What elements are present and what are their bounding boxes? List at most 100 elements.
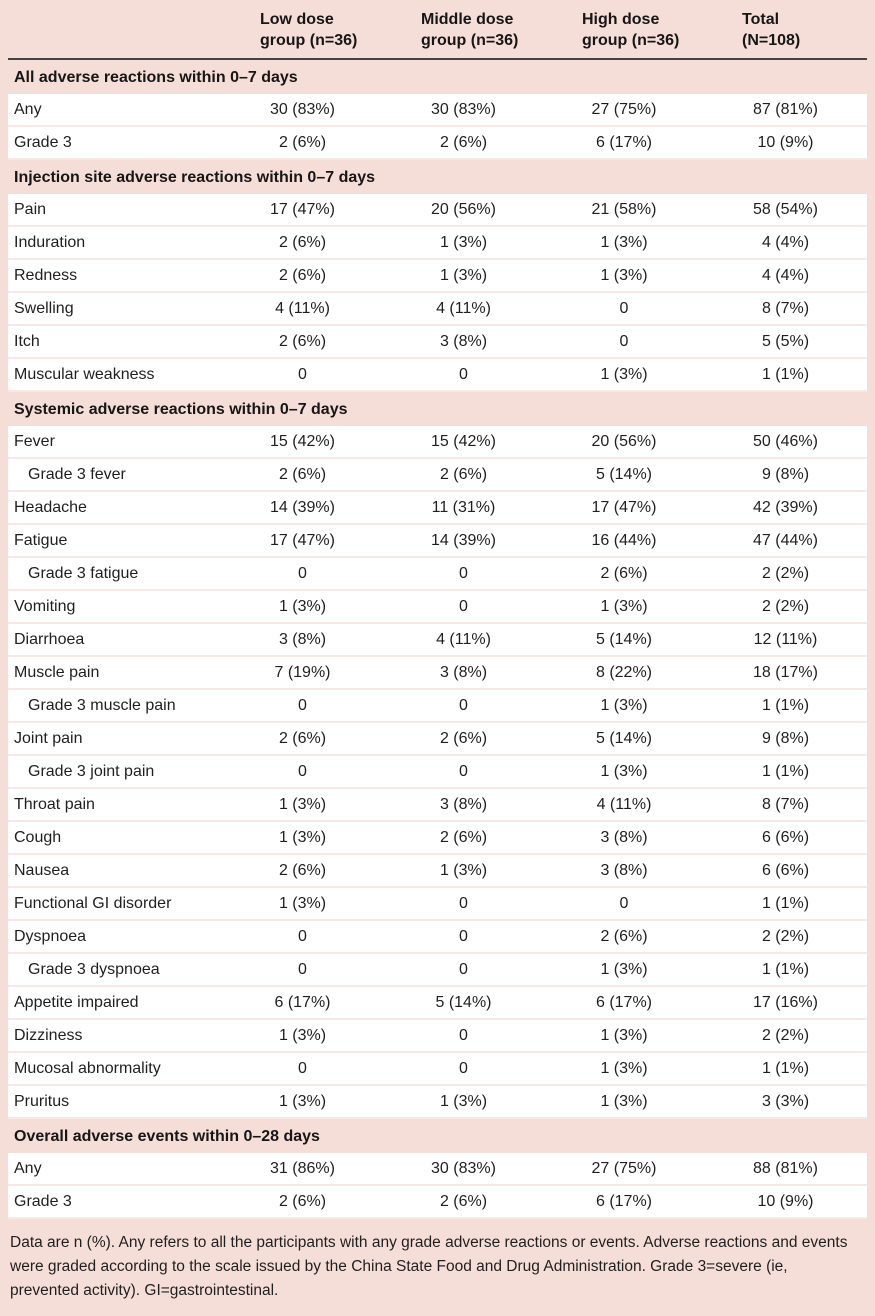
table-row: Fatigue 17 (47%) 14 (39%) 16 (44%) 47 (44%)	[8, 524, 867, 558]
cell-value: 1 (3%)	[544, 953, 704, 987]
cell-value: 2 (6%)	[383, 821, 544, 855]
cell-value: 6 (6%)	[704, 821, 867, 855]
cell-value: 2 (6%)	[544, 920, 704, 954]
row-label: Itch	[8, 325, 222, 359]
cell-value: 2 (6%)	[222, 854, 383, 888]
cell-value: 3 (8%)	[544, 821, 704, 855]
cell-value: 1 (1%)	[704, 953, 867, 987]
table-row: Nausea 2 (6%) 1 (3%) 3 (8%) 6 (6%)	[8, 854, 867, 888]
table-row: Vomiting 1 (3%) 0 1 (3%) 2 (2%)	[8, 590, 867, 624]
cell-value: 30 (83%)	[383, 94, 544, 127]
cell-value: 20 (56%)	[383, 194, 544, 227]
cell-value: 2 (6%)	[222, 1185, 383, 1219]
cell-value: 3 (8%)	[383, 325, 544, 359]
table-row: Grade 3 fever 2 (6%) 2 (6%) 5 (14%) 9 (8%)	[8, 458, 867, 492]
cell-value: 4 (11%)	[383, 292, 544, 326]
cell-value: 5 (14%)	[544, 623, 704, 657]
table-row: Grade 3 muscle pain 0 0 1 (3%) 1 (1%)	[8, 689, 867, 723]
table-row: Pain 17 (47%) 20 (56%) 21 (58%) 58 (54%)	[8, 194, 867, 227]
row-label: Headache	[8, 491, 222, 525]
cell-value: 14 (39%)	[383, 524, 544, 558]
row-label: Mucosal abnormality	[8, 1052, 222, 1086]
row-label: Functional GI disorder	[8, 887, 222, 921]
row-label: Vomiting	[8, 590, 222, 624]
section-title: Systemic adverse reactions within 0–7 da…	[8, 391, 867, 426]
cell-value: 1 (3%)	[222, 788, 383, 822]
cell-value: 1 (3%)	[383, 259, 544, 293]
cell-value: 18 (17%)	[704, 656, 867, 690]
cell-value: 27 (75%)	[544, 1153, 704, 1186]
cell-value: 1 (3%)	[222, 1085, 383, 1119]
section-header-row: Systemic adverse reactions within 0–7 da…	[8, 391, 867, 426]
cell-value: 3 (3%)	[704, 1085, 867, 1119]
row-label: Grade 3 fatigue	[8, 557, 222, 591]
cell-value: 4 (4%)	[704, 259, 867, 293]
row-label: Joint pain	[8, 722, 222, 756]
cell-value: 1 (3%)	[544, 1052, 704, 1086]
table-row: Any 30 (83%) 30 (83%) 27 (75%) 87 (81%)	[8, 94, 867, 127]
row-label: Any	[8, 94, 222, 127]
cell-value: 11 (31%)	[383, 491, 544, 525]
cell-value: 0	[544, 887, 704, 921]
cell-value: 3 (8%)	[383, 656, 544, 690]
column-header-row: Low dose group (n=36) Middle dose group (…	[8, 0, 867, 59]
cell-value: 8 (22%)	[544, 656, 704, 690]
table-row: Mucosal abnormality 0 0 1 (3%) 1 (1%)	[8, 1052, 867, 1086]
cell-value: 16 (44%)	[544, 524, 704, 558]
cell-value: 0	[544, 325, 704, 359]
cell-value: 7 (19%)	[222, 656, 383, 690]
cell-value: 0	[222, 920, 383, 954]
cell-value: 1 (3%)	[544, 1019, 704, 1053]
table-row: Grade 3 fatigue 0 0 2 (6%) 2 (2%)	[8, 557, 867, 591]
cell-value: 0	[383, 689, 544, 723]
row-label: Fatigue	[8, 524, 222, 558]
cell-value: 14 (39%)	[222, 491, 383, 525]
table-row: Any 31 (86%) 30 (83%) 27 (75%) 88 (81%)	[8, 1153, 867, 1186]
cell-value: 1 (3%)	[544, 755, 704, 789]
cell-value: 5 (5%)	[704, 325, 867, 359]
cell-value: 2 (2%)	[704, 1019, 867, 1053]
row-label: Diarrhoea	[8, 623, 222, 657]
cell-value: 2 (2%)	[704, 557, 867, 591]
cell-value: 17 (47%)	[222, 194, 383, 227]
cell-value: 2 (6%)	[222, 458, 383, 492]
cell-value: 30 (83%)	[383, 1153, 544, 1186]
cell-value: 47 (44%)	[704, 524, 867, 558]
table-row: Induration 2 (6%) 1 (3%) 1 (3%) 4 (4%)	[8, 226, 867, 260]
cell-value: 87 (81%)	[704, 94, 867, 127]
row-label: Throat pain	[8, 788, 222, 822]
cell-value: 1 (3%)	[222, 887, 383, 921]
cell-value: 30 (83%)	[222, 94, 383, 127]
cell-value: 1 (3%)	[544, 689, 704, 723]
cell-value: 10 (9%)	[704, 126, 867, 160]
table-row: Diarrhoea 3 (8%) 4 (11%) 5 (14%) 12 (11%)	[8, 623, 867, 657]
table-row: Fever 15 (42%) 15 (42%) 20 (56%) 50 (46%)	[8, 426, 867, 459]
table-row: Muscle pain 7 (19%) 3 (8%) 8 (22%) 18 (17%)	[8, 656, 867, 690]
cell-value: 50 (46%)	[704, 426, 867, 459]
cell-value: 2 (6%)	[383, 458, 544, 492]
table-row: Cough 1 (3%) 2 (6%) 3 (8%) 6 (6%)	[8, 821, 867, 855]
cell-value: 0	[222, 1052, 383, 1086]
table-row: Muscular weakness 0 0 1 (3%) 1 (1%)	[8, 358, 867, 392]
table-row: Dizziness 1 (3%) 0 1 (3%) 2 (2%)	[8, 1019, 867, 1053]
cell-value: 3 (8%)	[544, 854, 704, 888]
cell-value: 3 (8%)	[383, 788, 544, 822]
cell-value: 1 (3%)	[222, 590, 383, 624]
cell-value: 31 (86%)	[222, 1153, 383, 1186]
cell-value: 9 (8%)	[704, 722, 867, 756]
table-row: Appetite impaired 6 (17%) 5 (14%) 6 (17%) 17…	[8, 986, 867, 1020]
cell-value: 4 (4%)	[704, 226, 867, 260]
cell-value: 2 (2%)	[704, 920, 867, 954]
cell-value: 17 (16%)	[704, 986, 867, 1020]
cell-value: 2 (2%)	[704, 590, 867, 624]
column-header: High dose group (n=36)	[544, 0, 704, 59]
cell-value: 1 (3%)	[544, 1085, 704, 1119]
cell-value: 1 (3%)	[544, 590, 704, 624]
cell-value: 17 (47%)	[544, 491, 704, 525]
cell-value: 0	[383, 1052, 544, 1086]
cell-value: 2 (6%)	[383, 126, 544, 160]
row-label: Redness	[8, 259, 222, 293]
cell-value: 6 (17%)	[544, 1185, 704, 1219]
table-row: Headache 14 (39%) 11 (31%) 17 (47%) 42 (39%)	[8, 491, 867, 525]
